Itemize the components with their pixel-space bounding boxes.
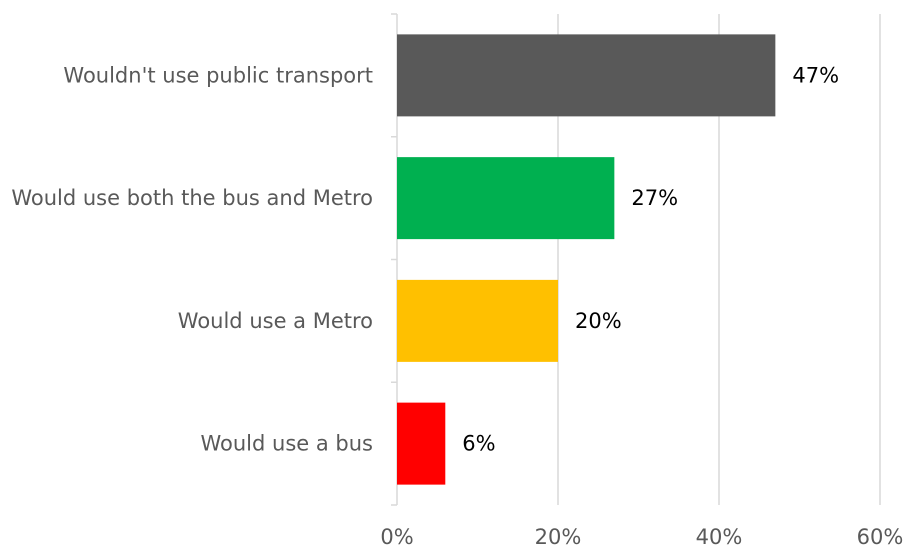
category-axis bbox=[391, 13, 398, 506]
category-label: Would use both the bus and Metro bbox=[11, 186, 373, 210]
data-label: 47% bbox=[792, 63, 839, 87]
labels: 0% 20% 40% 60% Wouldn't use public transport… bbox=[11, 63, 904, 549]
x-tick-label: 40% bbox=[696, 525, 743, 548]
x-tick-label: 60% bbox=[857, 525, 904, 548]
bar bbox=[397, 402, 446, 485]
category-label: Wouldn't use public transport bbox=[63, 63, 373, 87]
bar bbox=[397, 157, 615, 240]
x-tick-label: 0% bbox=[380, 525, 413, 548]
category-label: Would use a bus bbox=[200, 432, 373, 456]
data-label: 27% bbox=[631, 186, 678, 210]
bar bbox=[397, 279, 558, 362]
bar bbox=[397, 34, 776, 117]
bars bbox=[397, 34, 776, 485]
x-tick-label: 20% bbox=[535, 525, 582, 548]
category-label: Would use a Metro bbox=[178, 309, 373, 333]
data-label: 20% bbox=[575, 309, 622, 333]
data-label: 6% bbox=[462, 432, 495, 456]
